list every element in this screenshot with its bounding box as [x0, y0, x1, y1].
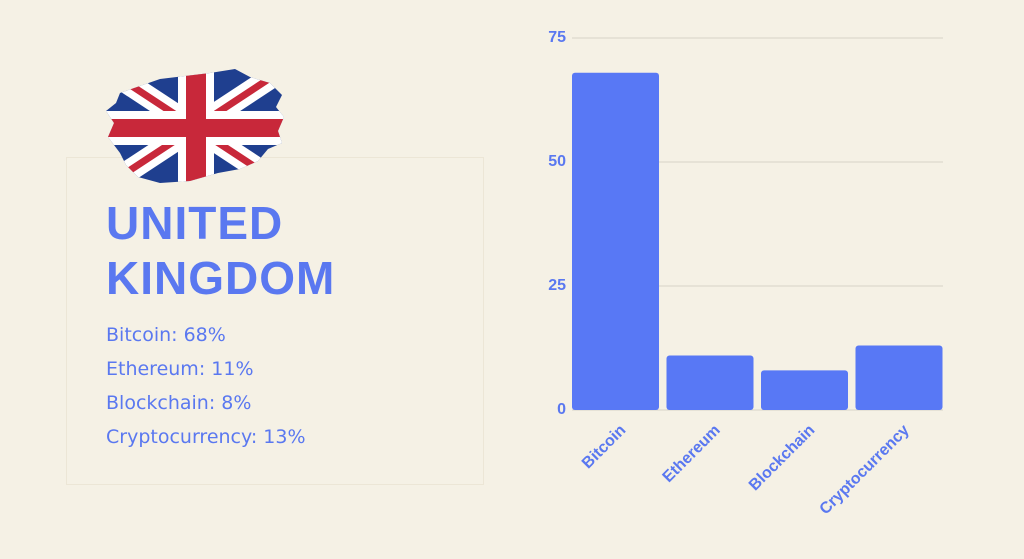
flag-icon: [106, 69, 284, 183]
x-tick-label: Bitcoin: [579, 422, 629, 472]
x-tick-label: Blockchain: [746, 422, 818, 494]
x-tick-label: Cryptocurrency: [817, 422, 913, 518]
y-tick-label: 75: [548, 29, 566, 46]
bar: [761, 370, 848, 410]
share-item: Blockchain: 8%: [106, 392, 252, 414]
bar: [572, 72, 659, 410]
share-item: Bitcoin: 68%: [106, 324, 226, 346]
share-list: Bitcoin: 68% Ethereum: 11% Blockchain: 8…: [106, 318, 306, 454]
bar: [855, 345, 943, 410]
panel-frame: [66, 157, 484, 485]
share-item: Cryptocurrency: 13%: [106, 426, 306, 448]
x-tick-label: Ethereum: [660, 422, 724, 486]
y-tick-label: 0: [557, 401, 566, 418]
bar: [666, 355, 754, 410]
country-title: UNITED KINGDOM: [106, 197, 336, 304]
y-tick-label: 25: [548, 277, 566, 294]
share-item: Ethereum: 11%: [106, 358, 254, 380]
y-tick-label: 50: [548, 153, 566, 170]
